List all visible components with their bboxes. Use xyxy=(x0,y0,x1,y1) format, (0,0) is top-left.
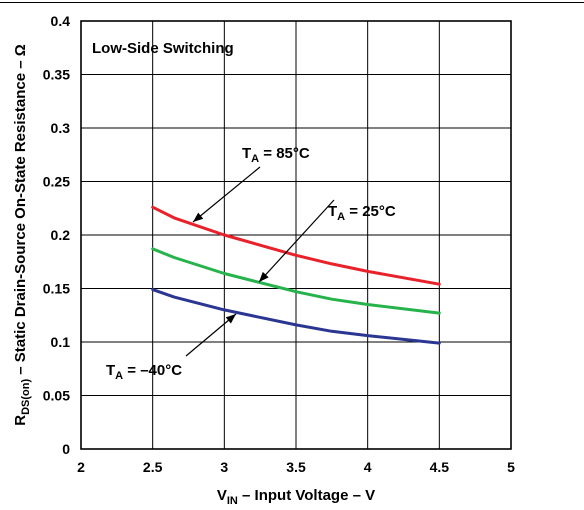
y-tick-label: 0.15 xyxy=(43,281,70,297)
series-label-0: TA = 85°C xyxy=(242,145,310,165)
x-tick-label: 4.5 xyxy=(430,459,450,475)
grid-lines xyxy=(81,21,511,449)
series-label-1-sub: A xyxy=(337,211,345,223)
x-tick-label: 2.5 xyxy=(143,459,163,475)
x-tick-label: 4 xyxy=(364,459,372,475)
series-line-2 xyxy=(151,288,441,345)
y-axis-label: RDS(on) – Static Drain-Source On-State R… xyxy=(12,44,32,426)
y-axis-label-main: R xyxy=(12,415,29,426)
y-tick-label: 0.05 xyxy=(43,388,70,404)
y-tick-label: 0.4 xyxy=(51,13,71,29)
x-tick-label: 3 xyxy=(220,459,228,475)
annotation-arrow-line-1 xyxy=(258,199,335,283)
series-label-1-rest: = 25°C xyxy=(345,203,396,220)
annotation-arrow-line-2 xyxy=(185,313,237,357)
annotation-arrow-line-0 xyxy=(192,166,261,223)
series-label-0-sub: A xyxy=(251,153,259,165)
annotation-arrow-head-2 xyxy=(225,314,236,324)
x-tick-label: 5 xyxy=(507,459,515,475)
series-label-0-rest: = 85°C xyxy=(259,145,310,162)
x-tick-label: 3.5 xyxy=(286,459,306,475)
series-label-2-rest: = –40°C xyxy=(123,362,182,379)
series-label-2: TA = –40°C xyxy=(106,362,182,382)
series-line-1 xyxy=(151,247,441,315)
x-axis-label-rest: – Input Voltage – V xyxy=(238,487,375,504)
x-axis-label-sub: IN xyxy=(227,495,238,507)
series-label-1-main: T xyxy=(328,203,337,220)
series-label-1: TA = 25°C xyxy=(328,203,396,223)
series-label-0-main: T xyxy=(242,145,251,162)
x-tick-label: 2 xyxy=(77,459,85,475)
series-line-0 xyxy=(151,205,441,286)
y-tick-label: 0.35 xyxy=(43,67,70,83)
annotation-arrow-head-0 xyxy=(193,212,204,222)
annotation-arrow-head-1 xyxy=(259,271,269,282)
y-axis-label-sub: DS(on) xyxy=(20,379,32,415)
series-label-2-main: T xyxy=(106,362,115,379)
y-tick-label: 0.1 xyxy=(51,334,71,350)
plot-area-border xyxy=(80,20,512,450)
y-tick-label: 0.25 xyxy=(43,174,70,190)
series-label-2-sub: A xyxy=(115,370,123,382)
y-axis-label-rest: – Static Drain-Source On-State Resistanc… xyxy=(12,44,29,379)
y-tick-label: 0.3 xyxy=(51,120,71,136)
x-axis-label: VIN – Input Voltage – V xyxy=(217,487,375,507)
y-tick-label: 0 xyxy=(62,441,70,457)
chart-title: Low-Side Switching xyxy=(92,40,234,57)
x-axis-label-main: V xyxy=(217,487,227,504)
y-tick-label: 0.2 xyxy=(51,227,71,243)
